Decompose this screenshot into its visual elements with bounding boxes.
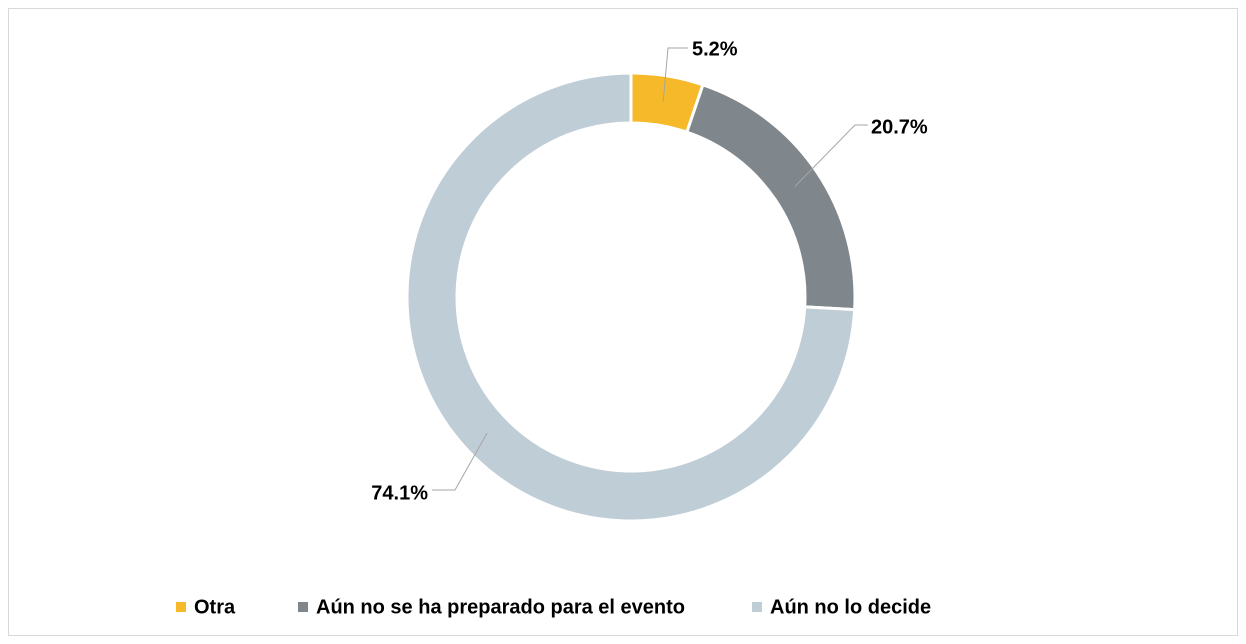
leader-line xyxy=(432,432,488,491)
data-label: 20.7% xyxy=(871,116,928,138)
donut-slice xyxy=(405,71,857,523)
legend-label: Otra xyxy=(194,596,236,618)
leader-line xyxy=(794,124,868,187)
legend-label: Aún no se ha preparado para el evento xyxy=(316,596,685,618)
legend-swatch xyxy=(752,602,762,612)
legend-label: Aún no lo decide xyxy=(770,596,931,618)
legend-swatch xyxy=(298,602,308,612)
data-label: 74.1% xyxy=(371,482,428,504)
leader-line xyxy=(662,47,688,102)
data-label: 5.2% xyxy=(692,38,738,60)
legend-swatch xyxy=(176,602,186,612)
